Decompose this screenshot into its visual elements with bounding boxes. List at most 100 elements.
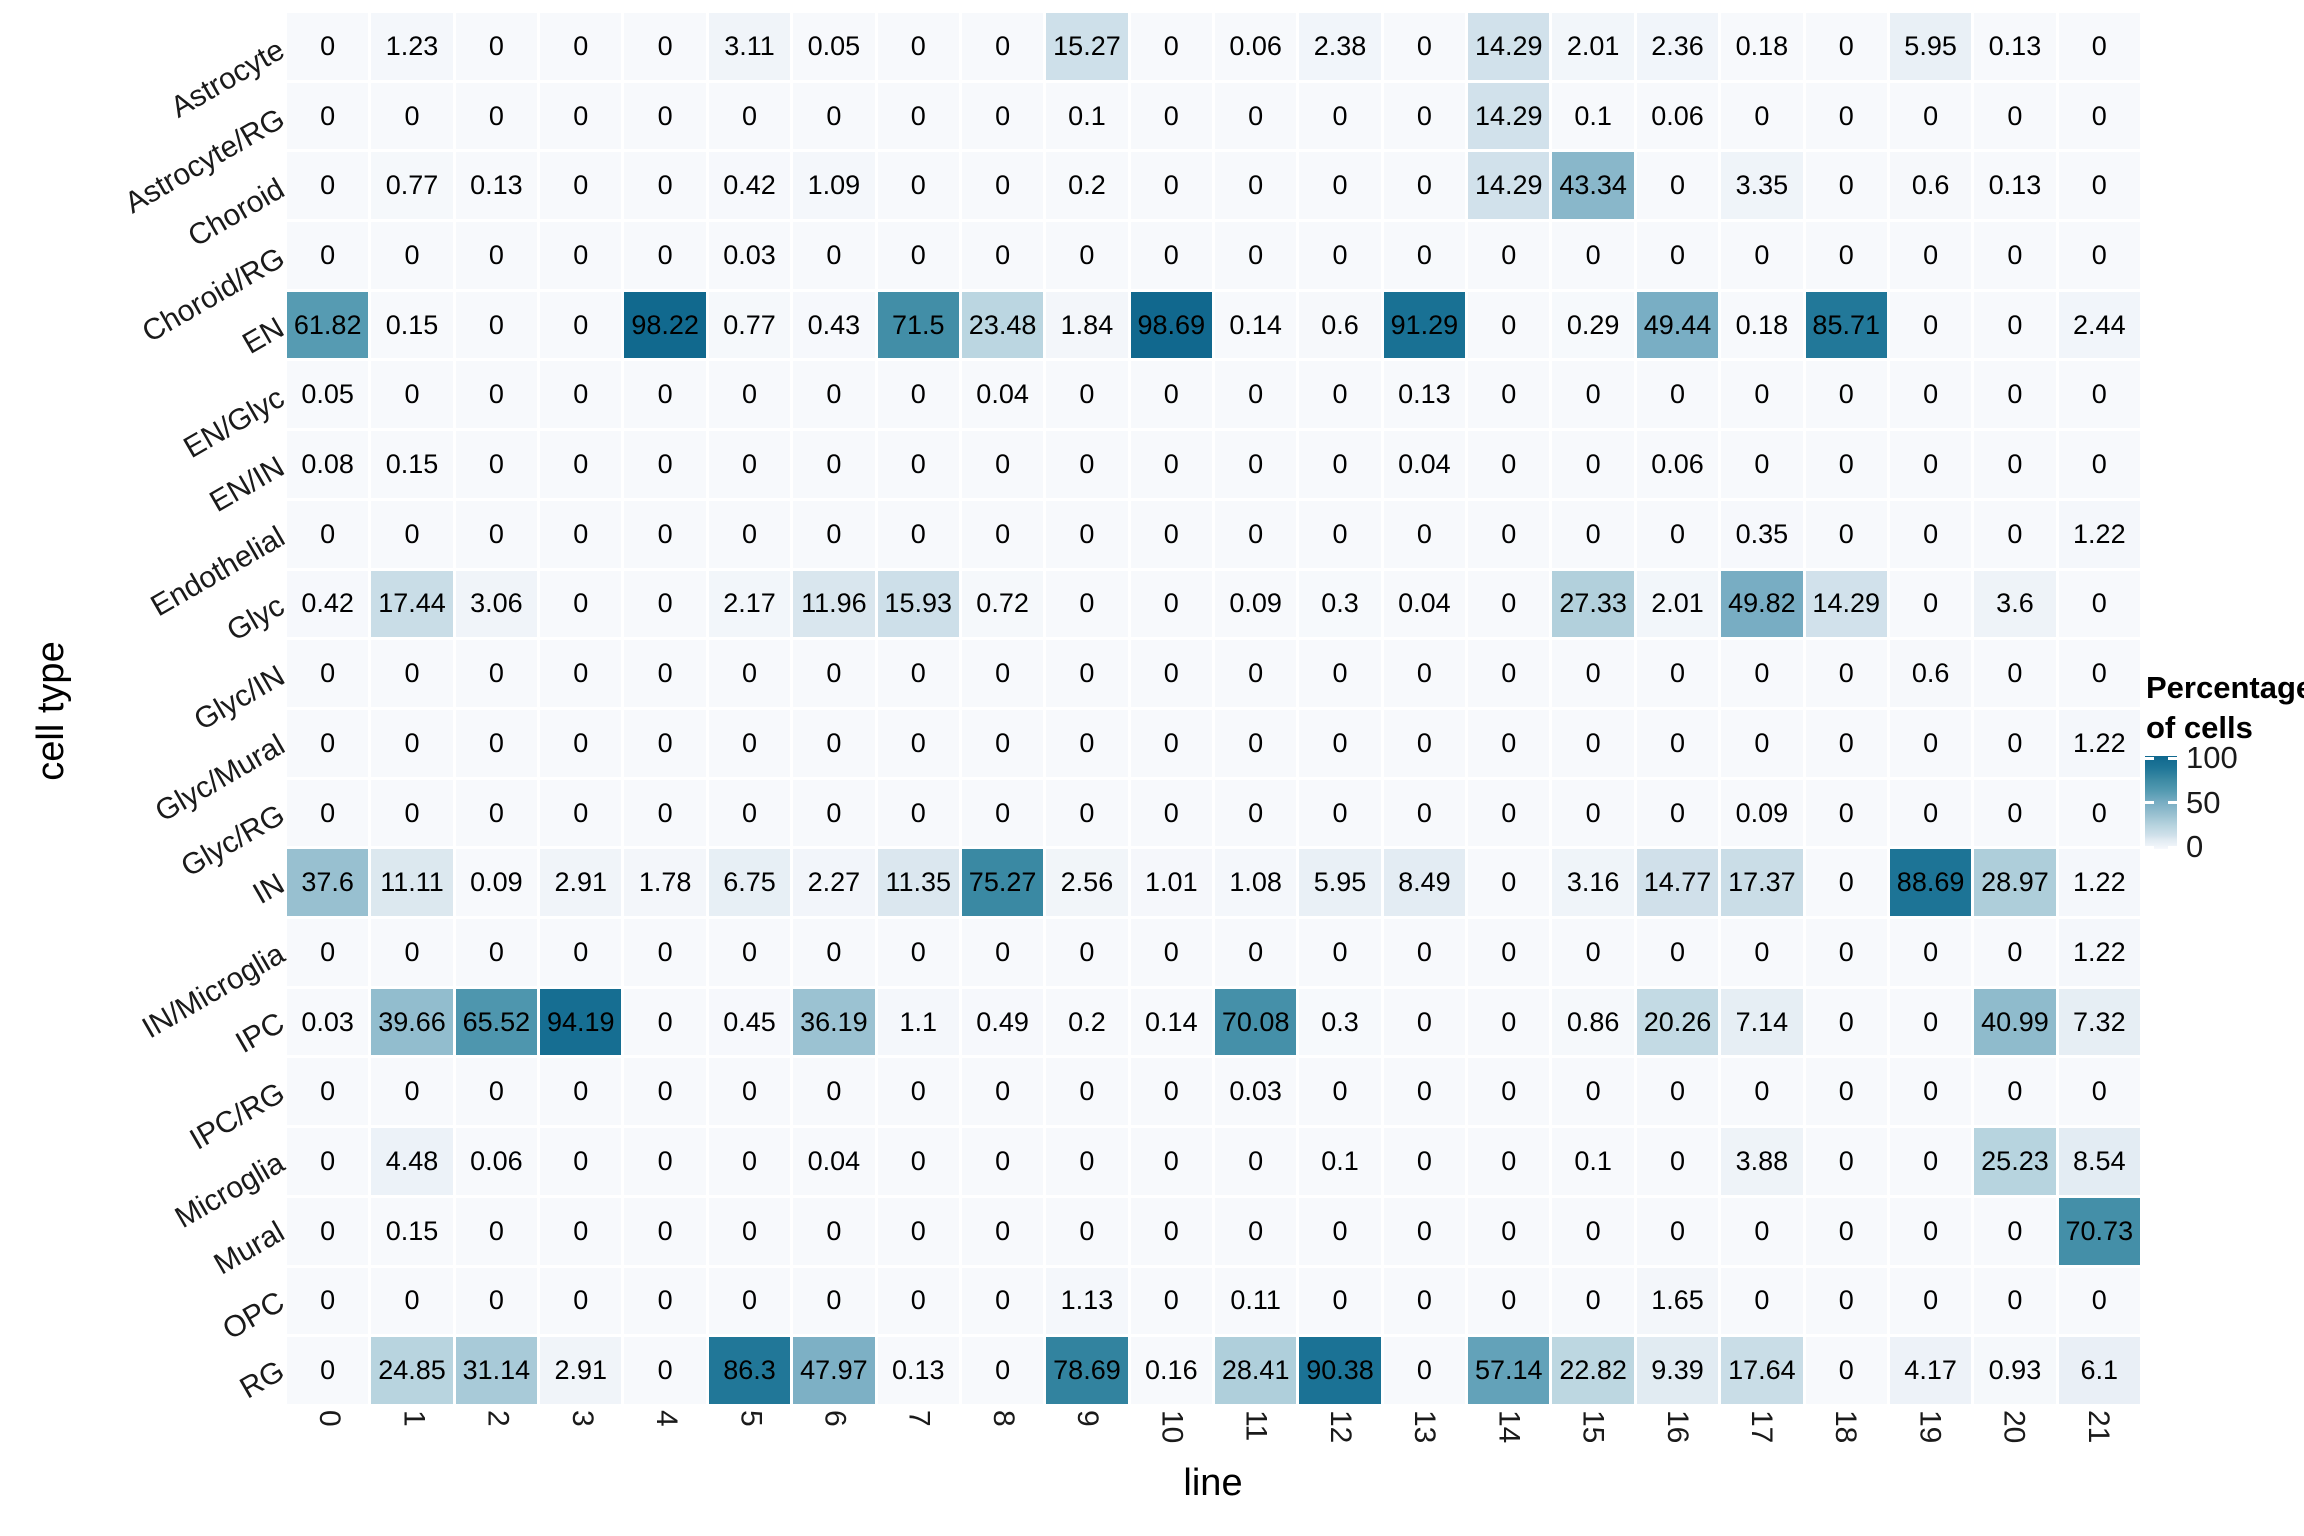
- heatmap-cell: 1.78: [624, 849, 706, 917]
- heatmap-cell: 0: [1299, 431, 1381, 498]
- heatmap-cell: 36.19: [793, 988, 875, 1056]
- heatmap-cell: 0.35: [1721, 500, 1803, 568]
- heatmap-cell: 0: [1215, 82, 1297, 150]
- heatmap-cell: 0: [877, 919, 959, 986]
- heatmap-cell: 0: [1299, 709, 1381, 777]
- heatmap-cell: 27.33: [1552, 570, 1634, 638]
- heatmap-cell: 0: [2058, 1058, 2140, 1126]
- heatmap-cell: 0: [708, 919, 791, 986]
- y-tick-label: RG: [234, 1354, 290, 1406]
- heatmap-cell: 0: [1889, 431, 1972, 498]
- heatmap-cell: 0.18: [1721, 13, 1803, 80]
- heatmap-cell: 0: [1299, 152, 1381, 220]
- heatmap-cell: 0: [877, 640, 959, 707]
- heatmap-cell: 0.14: [1215, 291, 1297, 359]
- heatmap-cell: 0: [1215, 1197, 1297, 1265]
- heatmap-cell: 2.27: [793, 849, 875, 917]
- heatmap-cell: 2.91: [540, 1337, 622, 1404]
- heatmap-cell: 0: [1130, 640, 1212, 707]
- heatmap-cell: 0: [2058, 82, 2140, 150]
- heatmap-cell: 0: [1721, 640, 1803, 707]
- heatmap-cell: 2.36: [1636, 13, 1719, 80]
- heatmap-cell: 0: [1046, 640, 1128, 707]
- x-tick-label: 20: [1997, 1410, 2031, 1444]
- heatmap-cell: 0.13: [1974, 152, 2056, 220]
- heatmap-cell: 0: [1468, 361, 1550, 429]
- heatmap-cell: 0: [1974, 919, 2056, 986]
- heatmap-cell: 0: [1215, 500, 1297, 568]
- heatmap-cell: 0: [540, 291, 622, 359]
- heatmap-cell: 43.34: [1552, 152, 1634, 220]
- heatmap-cell: 0: [1552, 709, 1634, 777]
- heatmap-cell: 0.09: [455, 849, 538, 917]
- y-tick-label: EN/IN: [204, 450, 290, 519]
- heatmap-cell: 0: [1805, 82, 1887, 150]
- heatmap-cell: 0: [1974, 1267, 2056, 1335]
- heatmap-cell: 0.1: [1046, 82, 1128, 150]
- heatmap-cell: 0: [1889, 1058, 1972, 1126]
- heatmap-cell: 2.44: [2058, 291, 2140, 359]
- heatmap-cell: 0: [1552, 431, 1634, 498]
- heatmap-cell: 0.13: [1383, 361, 1466, 429]
- heatmap-cell: 0: [624, 152, 706, 220]
- heatmap-cell: 65.52: [455, 988, 538, 1056]
- heatmap-cell: 0: [1383, 1267, 1466, 1335]
- heatmap-cell: 0: [2058, 1267, 2140, 1335]
- heatmap-cell: 0: [1552, 779, 1634, 847]
- heatmap-cell: 0: [624, 570, 706, 638]
- heatmap-cell: 0: [1130, 779, 1212, 847]
- heatmap-cell: 0: [1299, 82, 1381, 150]
- heatmap-cell: 0.06: [1215, 13, 1297, 80]
- x-tick-label: 8: [986, 1410, 1020, 1427]
- heatmap-cell: 2.01: [1636, 570, 1719, 638]
- heatmap-cell: 0: [1552, 1267, 1634, 1335]
- heatmap-cell: 0: [1889, 1128, 1972, 1195]
- heatmap-cell: 0: [1721, 709, 1803, 777]
- heatmap-cell: 0: [371, 82, 453, 150]
- heatmap-cell: 0: [1215, 640, 1297, 707]
- heatmap-cell: 2.38: [1299, 13, 1381, 80]
- heatmap-cell: 11.11: [371, 849, 453, 917]
- heatmap-cell: 0.11: [1215, 1267, 1297, 1335]
- heatmap-cell: 0: [1636, 1128, 1719, 1195]
- heatmap-cell: 0: [1383, 82, 1466, 150]
- heatmap-cell: 0: [1130, 1267, 1212, 1335]
- heatmap-cell: 0.15: [371, 431, 453, 498]
- heatmap-cell: 0: [1805, 1197, 1887, 1265]
- heatmap-cell: 0: [1974, 291, 2056, 359]
- heatmap-cell: 0: [287, 779, 369, 847]
- heatmap-cell: 39.66: [371, 988, 453, 1056]
- heatmap-cell: 0: [1805, 640, 1887, 707]
- heatmap-cell: 0.6: [1889, 152, 1972, 220]
- heatmap-cell: 0: [1468, 919, 1550, 986]
- heatmap-cell: 17.64: [1721, 1337, 1803, 1404]
- heatmap-cell: 0: [1046, 222, 1128, 289]
- heatmap-cell: 98.22: [624, 291, 706, 359]
- heatmap-cell: 0: [540, 779, 622, 847]
- heatmap-cell: 0.49: [961, 988, 1044, 1056]
- heatmap-cell: 0: [708, 709, 791, 777]
- heatmap-cell: 0: [1805, 849, 1887, 917]
- heatmap-cell: 0: [540, 570, 622, 638]
- heatmap-cell: 0: [287, 1267, 369, 1335]
- heatmap-cell: 0: [2058, 640, 2140, 707]
- heatmap-cell: 0: [1383, 1058, 1466, 1126]
- heatmap-cell: 94.19: [540, 988, 622, 1056]
- heatmap-cell: 0: [455, 779, 538, 847]
- heatmap-cell: 3.88: [1721, 1128, 1803, 1195]
- heatmap-cell: 0: [371, 500, 453, 568]
- heatmap-cell: 0: [961, 1128, 1044, 1195]
- heatmap-cell: 0: [1889, 291, 1972, 359]
- heatmap-cell: 0: [961, 919, 1044, 986]
- heatmap-cell: 0.06: [1636, 431, 1719, 498]
- x-tick-label: 4: [650, 1410, 684, 1427]
- heatmap-cell: 11.35: [877, 849, 959, 917]
- heatmap-cell: 0.06: [455, 1128, 538, 1195]
- heatmap-cell: 0.03: [708, 222, 791, 289]
- heatmap-cell: 0.72: [961, 570, 1044, 638]
- heatmap-cell: 0.05: [793, 13, 875, 80]
- y-tick-label: Glyc: [221, 589, 290, 649]
- heatmap-cell: 0: [1046, 1058, 1128, 1126]
- legend-title-line1: Percentage: [2146, 670, 2304, 705]
- x-axis-title: line: [1183, 1462, 1243, 1504]
